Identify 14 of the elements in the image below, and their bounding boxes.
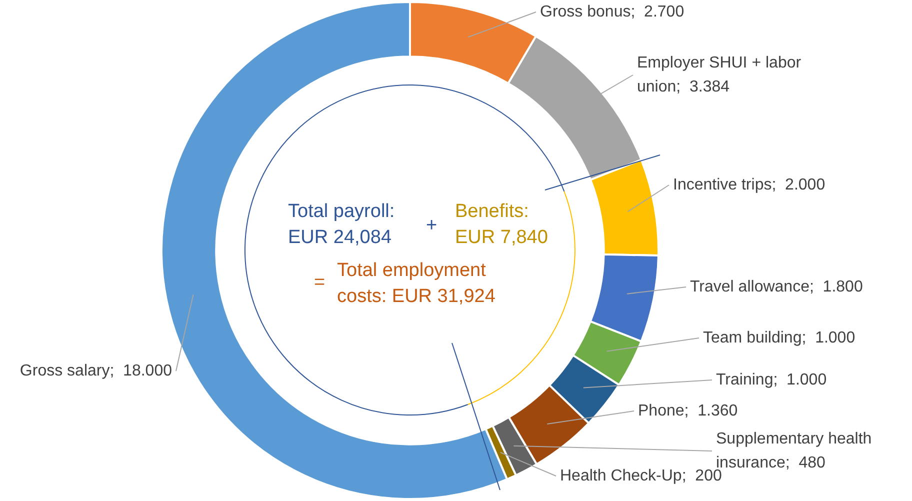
slice-label: Travel allowance; 1.800	[690, 278, 863, 296]
slice-label: Employer SHUI + labor union; 3.384	[637, 54, 802, 96]
slice-label: Gross salary; 18.000	[20, 362, 172, 380]
slice-label: Team building; 1.000	[703, 329, 856, 346]
text: +	[426, 214, 438, 238]
slice-label: Gross bonus; 2.700	[540, 3, 684, 20]
text: =	[314, 272, 326, 293]
slice-label: Health Check-Up; 200	[560, 467, 722, 484]
slice-label: Incentive trips; 2.000	[673, 176, 826, 194]
slice-label: Phone; 1.360	[638, 402, 738, 420]
text: Total payroll: EUR 24,084	[288, 200, 396, 250]
text: Benefits: EUR 7,840	[455, 200, 549, 250]
slice-label: Training; 1.000	[716, 371, 827, 388]
text: Total employment costs: EUR 31,924	[337, 259, 496, 309]
